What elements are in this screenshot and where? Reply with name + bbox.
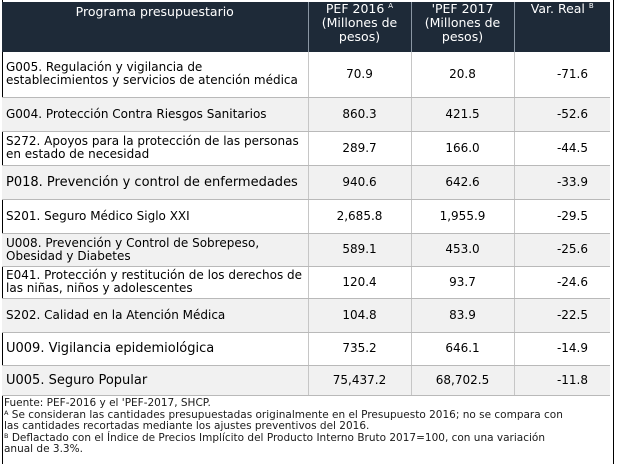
cell-pef2016: 940.6 [308,165,412,200]
cell-var: -71.6 [514,52,610,98]
cell-pef2017: 20.8 [411,52,515,98]
cell-var: -29.5 [514,199,610,234]
cell-pef2016: 735.2 [308,332,412,366]
cell-pef2016: 289.7 [308,131,412,166]
cell-pef2017: 1,955.9 [411,199,515,234]
header-programa: Programa presupuestario [2,2,309,52]
table-row: S272. Apoyos para la protección de las p… [2,131,610,166]
header-pef2017-pre: ' [431,1,435,16]
table-row: U009. Vigilancia epidemiológica 735.2 64… [2,332,610,366]
header-pef2016-label: PEF 2016 [325,1,385,16]
header-var-sup: B [588,2,594,10]
note-b: B Deflactado con el Índice de Precios Im… [4,431,610,445]
table-header: Programa presupuestario PEF 2016 A (Mill… [2,2,610,52]
note-b-line2: anual de 3.3%. [4,443,83,455]
cell-pef2016: 2,685.8 [308,199,412,234]
cell-pef2016: 860.3 [308,97,412,132]
header-pef2017-unit: (Millones de pesos) [424,15,501,44]
cell-pef2017: 93.7 [411,266,515,299]
cell-programa: S202. Calidad en la Atención Médica [2,298,309,333]
cell-programa: E041. Protección y restitución de los de… [2,266,309,299]
cell-pef2016: 75,437.2 [308,365,412,396]
table-row: P018. Prevención y control de enfermedad… [2,165,610,200]
cell-pef2017: 421.5 [411,97,515,132]
cell-var: -25.6 [514,233,610,267]
cell-var: -33.9 [514,165,610,200]
table-row: S202. Calidad en la Atención Médica 104.… [2,298,610,333]
cell-var: -11.8 [514,365,610,396]
cell-pef2016: 70.9 [308,52,412,98]
note-a: A Se consideran las cantidades presupues… [4,408,610,422]
header-programa-label: Programa presupuestario [75,4,234,19]
cell-pef2017: 453.0 [411,233,515,267]
cell-pef2017: 68,702.5 [411,365,515,396]
cell-programa: U009. Vigilancia epidemiológica [2,332,309,366]
table-notes: Fuente: PEF-2016 y el 'PEF-2017, SHCP. A… [4,397,610,456]
header-pef2017: 'PEF 2017 (Millones de pesos) [411,1,515,52]
cell-programa: S201. Seguro Médico Siglo XXI [2,199,309,234]
cell-programa: S272. Apoyos para la protección de las p… [2,131,309,166]
table-body: G005. Regulación y vigilancia de estable… [2,52,610,396]
note-a-line2: las cantidades recortadas mediante los a… [4,420,370,432]
cell-pef2017: 166.0 [411,131,515,166]
table-row: G004. Protección Contra Riesgos Sanitari… [2,97,610,132]
cell-var: -44.5 [514,131,610,166]
cell-programa: G004. Protección Contra Riesgos Sanitari… [2,97,309,132]
table-row: U005. Seguro Popular 75,437.2 68,702.5 -… [2,365,610,396]
cell-pef2017: 642.6 [411,165,515,200]
header-pef2016-unit: (Millones de pesos) [321,15,398,44]
cell-programa: G005. Regulación y vigilancia de estable… [2,52,309,98]
cell-programa: U008. Prevención y Control de Sobrepeso,… [2,233,309,267]
cell-var: -14.9 [514,332,610,366]
cell-pef2017: 83.9 [411,298,515,333]
header-var-label: Var. Real [530,1,585,16]
cell-pef2017: 646.1 [411,332,515,366]
cell-var: -22.5 [514,298,610,333]
note-a-mark: A [4,408,9,417]
note-b-mark: B [4,431,9,440]
header-pef2016-sup: A [388,2,394,10]
header-var: Var. Real B [514,2,610,52]
table-row: E041. Protección y restitución de los de… [2,266,610,299]
note-source: Fuente: PEF-2016 y el 'PEF-2017, SHCP. [4,397,211,409]
header-row: Programa presupuestario PEF 2016 A (Mill… [2,2,610,52]
note-b-line1: Deflactado con el Índice de Precios Impl… [11,431,545,444]
cell-var: -24.6 [514,266,610,299]
cell-pef2016: 589.1 [308,233,412,267]
cell-var: -52.6 [514,97,610,132]
budget-table: Programa presupuestario PEF 2016 A (Mill… [2,2,610,396]
table-row: G005. Regulación y vigilancia de estable… [2,52,610,98]
cell-pef2016: 104.8 [308,298,412,333]
header-pef2017-label: PEF 2017 [435,1,494,16]
note-a-line1: Se consideran las cantidades presupuesta… [11,408,563,421]
cell-pef2016: 120.4 [308,266,412,299]
cell-programa: P018. Prevención y control de enfermedad… [2,165,309,200]
table-row: S201. Seguro Médico Siglo XXI 2,685.8 1,… [2,199,610,234]
header-pef2016: PEF 2016 A (Millones de pesos) [308,1,412,52]
table-row: U008. Prevención y Control de Sobrepeso,… [2,233,610,267]
cell-programa: U005. Seguro Popular [2,365,309,396]
